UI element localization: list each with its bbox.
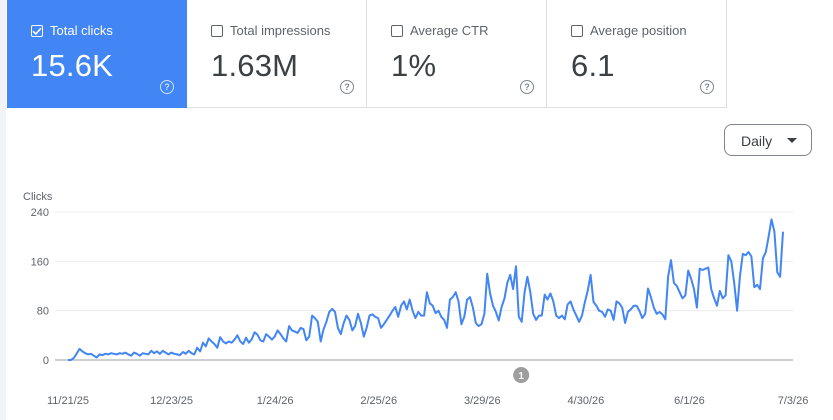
annotation-marker[interactable]: 1 [513, 367, 530, 383]
granularity-dropdown[interactable]: Daily [724, 124, 812, 156]
checkbox-total-impressions[interactable] [211, 25, 223, 37]
metric-value: 1.63M [211, 48, 299, 83]
metric-label: Average CTR [410, 23, 489, 38]
help-icon[interactable]: ? [520, 80, 534, 94]
y-axis-title: Clicks [23, 191, 53, 203]
x-tick-label: 12/23/25 [150, 395, 193, 407]
metric-label: Total impressions [230, 23, 331, 38]
metric-value: 1% [391, 48, 437, 83]
help-icon[interactable]: ? [340, 80, 354, 94]
x-tick-label: 7/3/26 [778, 395, 809, 407]
checkbox-total-clicks[interactable] [31, 25, 43, 37]
x-tick-label: 4/30/26 [568, 395, 605, 407]
checkbox-average-ctr[interactable] [391, 25, 403, 37]
x-tick-label: 6/1/26 [674, 395, 705, 407]
arrow-drop-down-icon [787, 138, 797, 143]
metric-value: 15.6K [31, 48, 114, 83]
x-tick-label: 2/25/26 [360, 395, 397, 407]
y-tick-label: 80 [37, 306, 49, 318]
series-line-clicks [68, 218, 784, 361]
y-tick-label: 0 [43, 355, 49, 367]
help-icon[interactable]: ? [700, 80, 714, 94]
x-tick-label: 1/24/26 [257, 395, 294, 407]
granularity-label: Daily [741, 133, 773, 149]
annotation-label: 1 [518, 371, 524, 382]
metric-average-position[interactable]: Average position 6.1 ? [547, 0, 727, 108]
metric-value: 6.1 [571, 48, 615, 83]
metric-label: Total clicks [50, 23, 113, 38]
x-tick-label: 3/29/26 [464, 395, 501, 407]
x-tick-label: 11/21/25 [47, 395, 89, 407]
checkbox-average-position[interactable] [571, 25, 583, 37]
metric-label: Average position [590, 23, 687, 38]
check-icon [32, 27, 42, 36]
help-icon[interactable]: ? [160, 80, 174, 94]
y-tick-label: 240 [31, 207, 49, 219]
metric-total-clicks[interactable]: Total clicks 15.6K ? [7, 0, 187, 108]
metric-average-ctr[interactable]: Average CTR 1% ? [367, 0, 547, 108]
metric-total-impressions[interactable]: Total impressions 1.63M ? [187, 0, 367, 108]
y-tick-label: 160 [31, 256, 49, 268]
